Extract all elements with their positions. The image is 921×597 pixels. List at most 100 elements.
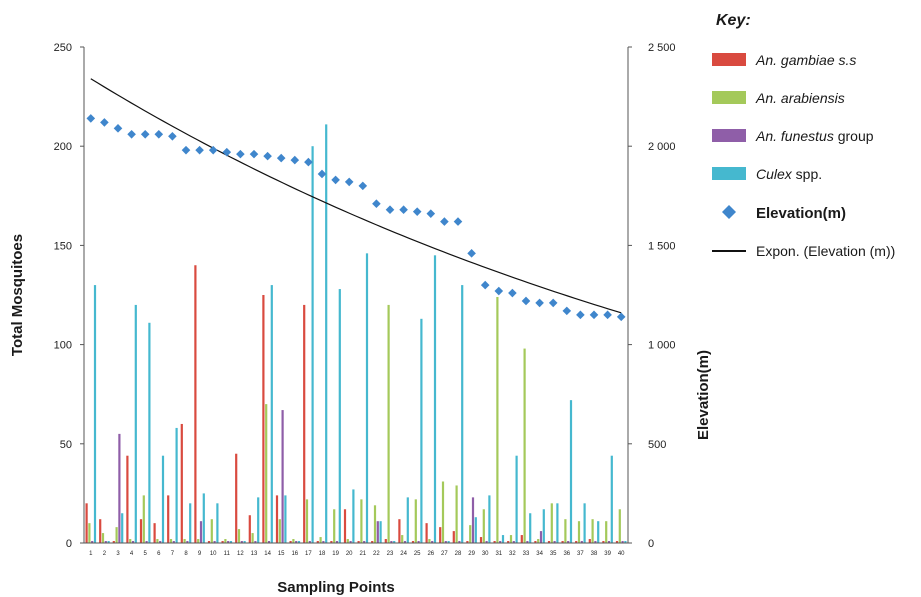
- elevation-marker-32: [508, 288, 517, 298]
- elevation-marker-39: [603, 310, 612, 320]
- bar-culex-spp-12: [243, 541, 246, 543]
- x-tick-label: 13: [251, 551, 258, 557]
- bar-culex-spp-32: [515, 455, 518, 543]
- legend-label-arabiensis: An. arabiensis: [755, 90, 845, 106]
- bar-an-funestus-group-16: [295, 541, 298, 543]
- y-tick-label: 250: [54, 42, 72, 54]
- bar-an-funestus-group-30: [485, 541, 488, 543]
- bar-an-arabiensis-13: [251, 533, 254, 543]
- bar-culex-spp-8: [189, 503, 192, 543]
- bar-an-arabiensis-5: [142, 495, 145, 543]
- bar-an-funestus-group-36: [567, 541, 570, 543]
- x-tick-label: 8: [184, 551, 188, 557]
- bar-culex-spp-29: [474, 517, 477, 543]
- elevation-marker-20: [344, 177, 354, 187]
- bar-an-funestus-group-28: [458, 541, 461, 543]
- ticks-layer: 0 50 100 150 200 250 0 500 1 000 1 500 2 000 2 500 1…: [54, 42, 676, 557]
- bar-culex-spp-38: [597, 521, 600, 543]
- y2-tick-label: 500: [648, 439, 666, 451]
- x-tick-label: 40: [618, 551, 625, 557]
- legend-label-trend: Expon. (Elevation (m)): [756, 243, 895, 259]
- bar-an-gambiae-s-s-30: [479, 537, 483, 543]
- bar-an-gambiae-s-s-16: [289, 541, 292, 543]
- elevation-marker-6: [154, 129, 164, 139]
- elevation-marker-12: [236, 149, 245, 159]
- bar-culex-spp-21: [365, 253, 369, 543]
- bar-an-arabiensis-27: [441, 481, 445, 543]
- bar-an-gambiae-s-s-17: [303, 304, 306, 543]
- legend-label-funestus: An. funestus group: [755, 128, 874, 144]
- bar-an-funestus-group-7: [172, 541, 175, 543]
- bar-culex-spp-23: [393, 541, 396, 543]
- bar-culex-spp-35: [556, 503, 559, 543]
- x-tick-label: 31: [495, 551, 502, 557]
- bar-an-funestus-group-17: [308, 541, 311, 543]
- bar-an-arabiensis-39: [605, 521, 608, 543]
- x-tick-label: 6: [157, 551, 161, 557]
- elevation-marker-17: [304, 157, 313, 167]
- x-tick-label: 16: [291, 551, 298, 557]
- bar-an-funestus-group-32: [512, 541, 515, 543]
- bar-an-gambiae-s-s-13: [248, 515, 251, 543]
- bar-an-funestus-group-18: [322, 541, 325, 543]
- bar-culex-spp-17: [311, 146, 314, 543]
- bar-culex-spp-16: [297, 541, 301, 543]
- bar-an-funestus-group-12: [240, 541, 243, 543]
- bar-an-arabiensis-28: [455, 485, 458, 543]
- bar-an-funestus-group-22: [376, 521, 379, 543]
- bar-an-gambiae-s-s-4: [126, 455, 129, 543]
- bar-an-arabiensis-2: [101, 533, 105, 543]
- x-tick-label: 14: [264, 551, 271, 557]
- bar-culex-spp-15: [284, 495, 287, 543]
- bar-an-gambiae-s-s-36: [561, 541, 564, 543]
- legend-label-gambiae: An. gambiae s.s: [755, 52, 856, 68]
- bar-an-funestus-group-1: [91, 541, 94, 543]
- bar-an-funestus-group-15: [281, 410, 284, 543]
- bar-an-gambiae-s-s-1: [85, 503, 88, 543]
- bar-an-arabiensis-36: [564, 519, 567, 543]
- elevation-marker-8: [181, 145, 191, 155]
- bar-an-funestus-group-29: [471, 497, 475, 543]
- bar-an-gambiae-s-s-35: [547, 541, 551, 543]
- bar-an-arabiensis-19: [333, 509, 336, 543]
- elevation-marker-19: [331, 175, 340, 185]
- x-tick-label: 21: [359, 551, 366, 557]
- bar-culex-spp-26: [433, 255, 437, 543]
- x-tick-label: 18: [319, 551, 326, 557]
- bar-an-gambiae-s-s-7: [167, 495, 170, 543]
- bar-an-funestus-group-27: [444, 541, 447, 543]
- bar-an-arabiensis-14: [265, 404, 268, 543]
- elevation-marker-14: [263, 151, 272, 161]
- bar-culex-spp-11: [229, 541, 233, 543]
- bar-an-arabiensis-24: [401, 535, 404, 543]
- legend-swatch-arabiensis: [712, 91, 746, 104]
- bar-an-funestus-group-6: [159, 541, 162, 543]
- bar-an-gambiae-s-s-37: [575, 541, 578, 543]
- bar-an-funestus-group-37: [580, 541, 583, 543]
- bar-an-arabiensis-11: [224, 539, 227, 543]
- bar-culex-spp-36: [569, 400, 573, 543]
- x-tick-label: 39: [604, 551, 611, 557]
- bar-an-funestus-group-33: [526, 541, 529, 543]
- bar-culex-spp-7: [175, 427, 178, 543]
- bar-an-gambiae-s-s-38: [588, 539, 591, 543]
- elevation-marker-23: [385, 205, 395, 214]
- x-tick-label: 24: [400, 551, 407, 557]
- bar-culex-spp-22: [379, 521, 382, 543]
- elevation-marker-1: [86, 114, 96, 123]
- elevation-marker-35: [548, 298, 558, 308]
- x-tick-label: 5: [144, 551, 148, 557]
- bar-culex-spp-39: [610, 455, 613, 543]
- bar-culex-spp-10: [216, 503, 219, 543]
- x-tick-label: 2: [103, 551, 107, 557]
- legend-marker-elevation: [722, 205, 736, 219]
- bar-an-funestus-group-26: [431, 541, 434, 543]
- bar-an-gambiae-s-s-3: [112, 541, 115, 543]
- elevation-marker-40: [616, 312, 626, 322]
- bar-culex-spp-13: [257, 497, 260, 543]
- legend-swatch-funestus: [712, 129, 746, 142]
- bar-an-arabiensis-34: [537, 539, 540, 543]
- elevation-marker-18: [317, 169, 327, 179]
- bar-an-arabiensis-40: [618, 509, 621, 543]
- bar-an-arabiensis-12: [237, 529, 241, 543]
